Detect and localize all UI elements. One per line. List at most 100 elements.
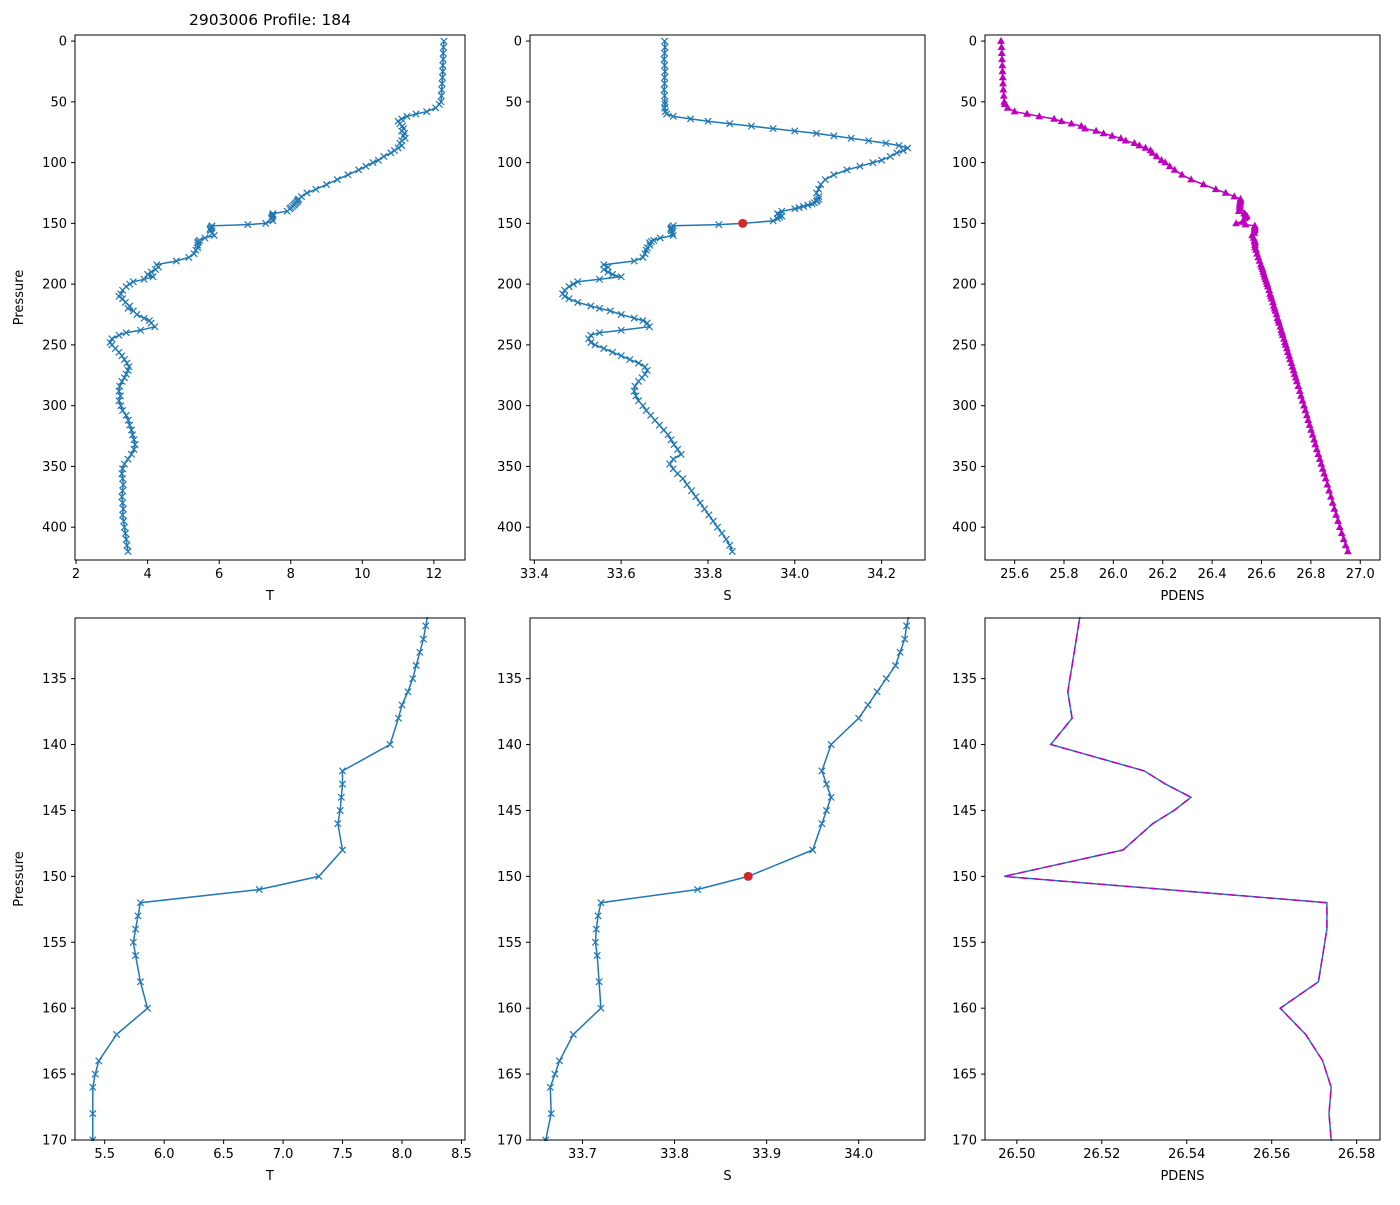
y-tick-label: 0 [59, 35, 67, 50]
series-line-t [91, 617, 429, 1141]
figure-title: 2903006 Profile: 184 [189, 11, 351, 29]
x-axis-label: S [723, 589, 731, 604]
y-tick-label: 150 [42, 870, 67, 885]
x-tick-label: 33.9 [752, 1147, 781, 1162]
y-tick-label: 400 [952, 521, 977, 536]
x-tick-label: 8.5 [451, 1147, 472, 1162]
y-tick-label: 140 [42, 738, 67, 753]
y-tick-label: 165 [952, 1068, 977, 1083]
axes-frame [984, 34, 1381, 561]
x-tick-label: 6.5 [213, 1147, 234, 1162]
series-line-s [561, 41, 910, 552]
x-tick-label: 5.5 [94, 1147, 115, 1162]
axes-frame [74, 34, 466, 561]
x-tick-label: 8.0 [392, 1147, 413, 1162]
y-tick-label: 160 [42, 1002, 67, 1017]
y-axis-label: Pressure [12, 270, 27, 326]
x-axis-label: PDENS [1160, 589, 1204, 604]
series-x-markers [89, 622, 430, 1141]
y-tick-label: 170 [42, 1134, 67, 1149]
y-tick-label: 0 [969, 35, 977, 50]
x-axis-label: S [723, 1169, 731, 1184]
y-tick-label: 145 [952, 804, 977, 819]
x-tick-label: 33.4 [520, 567, 549, 582]
y-tick-label: 300 [42, 399, 67, 414]
y-tick-label: 200 [497, 278, 522, 293]
x-tick-label: 26.50 [998, 1147, 1035, 1162]
y-tick-label: 165 [42, 1068, 67, 1083]
panel-t-zoom: 5.5 6.0 6.5 7.0 7.5 8.0 8.5 135 140 145 150 155 160 1… [12, 617, 472, 1184]
highlight-marker [743, 871, 753, 881]
series-triangle-markers [997, 36, 1352, 555]
y-tick-label: 50 [960, 95, 977, 110]
y-tick-label: 150 [42, 217, 67, 232]
y-tick-label: 160 [952, 1002, 977, 1017]
y-tick-label: 155 [42, 936, 67, 951]
x-tick-label: 27.0 [1346, 567, 1375, 582]
y-tick-label: 400 [497, 521, 522, 536]
y-tick-label: 50 [50, 95, 67, 110]
y-tick-label: 200 [42, 278, 67, 293]
x-tick-label: 2 [72, 567, 80, 582]
y-tick-label: 150 [497, 217, 522, 232]
y-tick-label: 100 [952, 156, 977, 171]
y-tick-label: 140 [952, 738, 977, 753]
series-line-s [544, 617, 910, 1141]
y-tick-label: 165 [497, 1068, 522, 1083]
y-tick-label: 145 [42, 804, 67, 819]
y-tick-label: 145 [497, 804, 522, 819]
axes-frame [984, 617, 1381, 1141]
y-tick-label: 250 [42, 338, 67, 353]
x-tick-label: 26.2 [1148, 567, 1177, 582]
x-tick-label: 33.7 [568, 1147, 597, 1162]
x-tick-label: 26.54 [1168, 1147, 1205, 1162]
y-tick-label: 155 [497, 936, 522, 951]
x-tick-label: 33.8 [660, 1147, 689, 1162]
y-tick-label: 155 [952, 936, 977, 951]
x-tick-label: 34.0 [780, 567, 809, 582]
x-tick-label: 26.4 [1198, 567, 1227, 582]
y-tick-label: 350 [42, 460, 67, 475]
panel-s-full: 33.4 33.6 33.8 34.0 34.2 0 50 100 150 200 250 300 35… [497, 34, 926, 604]
x-tick-label: 12 [426, 567, 443, 582]
axes-frame [74, 617, 466, 1141]
x-tick-label: 7.0 [273, 1147, 294, 1162]
series-line-t [109, 41, 445, 552]
x-tick-label: 26.56 [1253, 1147, 1290, 1162]
x-tick-label: 34.0 [844, 1147, 873, 1162]
axes-frame [529, 617, 926, 1141]
y-tick-label: 150 [952, 217, 977, 232]
panel-s-zoom: 33.7 33.8 33.9 34.0 135 140 145 150 155 160 165 170… [497, 617, 926, 1184]
x-tick-label: 26.58 [1338, 1147, 1375, 1162]
x-tick-label: 34.2 [867, 567, 896, 582]
y-tick-label: 100 [42, 156, 67, 171]
y-axis-label: Pressure [12, 851, 27, 907]
x-tick-label: 8 [287, 567, 295, 582]
y-tick-label: 135 [497, 672, 522, 687]
y-tick-label: 0 [514, 35, 522, 50]
panel-t-full: 2 4 6 8 10 12 0 50 100 150 200 250 300 350 400 T Pressur… [12, 11, 466, 604]
x-axis-label: PDENS [1160, 1169, 1204, 1184]
y-tick-label: 170 [952, 1134, 977, 1149]
x-tick-label: 26.52 [1083, 1147, 1120, 1162]
x-tick-label: 6.0 [154, 1147, 175, 1162]
x-tick-label: 26.0 [1099, 567, 1128, 582]
y-tick-label: 140 [497, 738, 522, 753]
x-tick-label: 25.6 [1000, 567, 1029, 582]
x-tick-label: 33.8 [693, 567, 722, 582]
y-tick-label: 135 [952, 672, 977, 687]
series-x-markers [106, 37, 448, 556]
y-tick-label: 170 [497, 1134, 522, 1149]
y-tick-label: 300 [497, 399, 522, 414]
y-tick-label: 400 [42, 521, 67, 536]
y-tick-label: 135 [42, 672, 67, 687]
x-tick-label: 7.5 [332, 1147, 353, 1162]
series-x-markers [542, 622, 911, 1141]
x-tick-label: 26.6 [1247, 567, 1276, 582]
x-tick-label: 26.8 [1296, 567, 1325, 582]
x-tick-label: 25.8 [1050, 567, 1079, 582]
x-tick-label: 10 [354, 567, 371, 582]
highlight-marker [738, 218, 748, 228]
x-axis-label: T [265, 589, 274, 604]
